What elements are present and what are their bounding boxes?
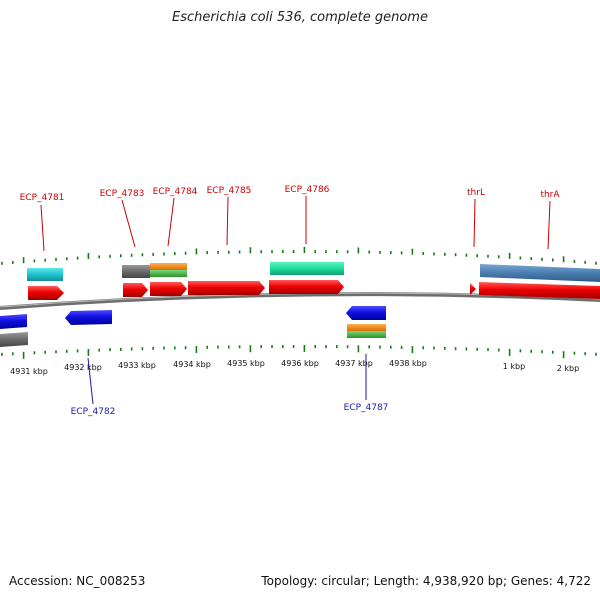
gene-label-ECP_4781[interactable]: ECP_4781: [20, 193, 65, 203]
scale-label: 4938 kbp: [389, 359, 427, 368]
feature-block-gray[interactable]: [0, 332, 28, 347]
feature-block-gray[interactable]: [122, 265, 150, 278]
feature-block-cyan[interactable]: [27, 268, 63, 281]
feature-block-green[interactable]: [150, 270, 187, 277]
gene-label-ECP_4784[interactable]: ECP_4784: [153, 187, 198, 197]
scale-label: 4933 kbp: [118, 361, 156, 370]
scale-label: 4935 kbp: [227, 359, 265, 368]
gene-arrow-forward[interactable]: [470, 283, 476, 295]
genome-stats-text: Topology: circular; Length: 4,938,920 bp…: [261, 574, 591, 588]
gene-arrow-forward[interactable]: [269, 280, 344, 294]
scale-label: 4932 kbp: [64, 363, 102, 372]
gene-label-thrA[interactable]: thrA: [540, 190, 560, 200]
accession-text: Accession: NC_008253: [9, 574, 146, 588]
scale-label: 4937 kbp: [335, 359, 373, 368]
gene-label-ECP_4782[interactable]: ECP_4782: [71, 407, 116, 417]
genome-title: Escherichia coli 536, complete genome: [172, 10, 428, 25]
scale-label: 1 kbp: [503, 362, 525, 371]
scale-ticks-bottom: [1, 345, 597, 359]
gene-label-ECP_4783[interactable]: ECP_4783: [100, 189, 145, 199]
gene-arrow-forward[interactable]: [479, 282, 600, 299]
scale-label: 4934 kbp: [173, 360, 211, 369]
gene-label-thrL[interactable]: thrL: [467, 188, 485, 198]
feature-block-teal[interactable]: [270, 262, 344, 275]
feature-block-steel-blue[interactable]: [480, 264, 600, 282]
gene-arrow-forward[interactable]: [123, 283, 148, 297]
scale-label: 4931 kbp: [10, 367, 48, 376]
scale-label: 2 kbp: [557, 364, 579, 373]
gene-arrow-reverse[interactable]: [65, 310, 112, 325]
gene-arrow-reverse[interactable]: [0, 314, 27, 329]
gene-arrow-reverse[interactable]: [346, 306, 386, 320]
feature-block-orange[interactable]: [150, 263, 187, 270]
gene-label-ECP_4786[interactable]: ECP_4786: [285, 185, 330, 195]
feature-block-green[interactable]: [347, 331, 386, 338]
gene-label-ECP_4785[interactable]: ECP_4785: [207, 186, 252, 196]
gene-arrow-forward[interactable]: [28, 286, 64, 300]
scale-ticks-top: [1, 247, 597, 265]
scale-label: 4936 kbp: [281, 359, 319, 368]
genome-backbone: [0, 292, 600, 310]
gene-arrow-forward[interactable]: [188, 281, 265, 295]
feature-block-orange[interactable]: [347, 324, 386, 331]
gene-label-ECP_4787[interactable]: ECP_4787: [344, 403, 389, 413]
gene-arrow-forward[interactable]: [150, 282, 187, 296]
